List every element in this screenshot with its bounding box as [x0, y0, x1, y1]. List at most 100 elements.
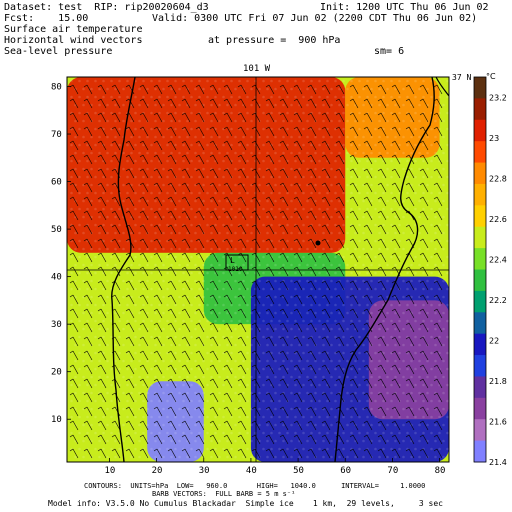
barb-staff: [100, 112, 107, 123]
barb-flag: [405, 364, 410, 368]
barb-staff: [338, 140, 345, 151]
barb-flag: [139, 126, 144, 130]
field-texture-dot: [414, 303, 417, 307]
wind-barb: [391, 238, 401, 249]
wind-barb: [195, 350, 205, 361]
barb-flag: [223, 322, 228, 326]
barb-flag: [209, 126, 214, 130]
barb-staff: [72, 168, 79, 179]
wind-barb: [111, 112, 121, 123]
barb-staff: [338, 98, 345, 109]
wind-barb: [195, 378, 205, 389]
field-texture-dot: [410, 231, 413, 235]
field-texture-dot: [258, 279, 261, 283]
barb-flag: [83, 98, 88, 102]
field-texture-dot: [270, 239, 273, 243]
field-texture-dot: [94, 191, 97, 195]
wind-barb: [391, 308, 401, 319]
field-texture-dot: [286, 143, 289, 147]
field-texture-dot: [114, 439, 117, 443]
barb-staff: [338, 210, 345, 221]
field-texture-dot: [134, 399, 137, 403]
field-texture-dot: [390, 95, 393, 99]
field-texture-dot: [402, 135, 405, 139]
barb-staff: [324, 196, 331, 207]
field-texture-dot: [90, 407, 93, 411]
barb-staff: [338, 308, 345, 319]
barb-staff: [268, 182, 275, 193]
wind-barb: [293, 126, 303, 137]
field-texture-dot: [106, 295, 109, 299]
wind-barb: [223, 196, 233, 207]
barb-flag: [153, 112, 158, 116]
field-texture-dot: [190, 95, 193, 99]
barb-staff: [184, 434, 191, 445]
field-texture-dot: [186, 279, 189, 283]
wind-barb: [237, 392, 247, 403]
barb-flag: [419, 350, 424, 354]
field-texture-dot: [214, 319, 217, 323]
field-texture-dot: [222, 271, 225, 275]
barb-staff: [128, 210, 135, 221]
barb-flag: [321, 224, 326, 228]
barb-flag: [419, 238, 424, 242]
barb-staff: [436, 350, 443, 361]
wind-barb: [69, 252, 79, 263]
field-texture-dot: [118, 207, 121, 211]
field-texture-dot: [258, 407, 261, 411]
field-texture-dot: [78, 351, 81, 355]
field-texture-dot: [310, 303, 313, 307]
field-texture-dot: [74, 455, 77, 459]
field-texture-dot: [194, 439, 197, 443]
wind-barb: [433, 182, 443, 193]
barb-flag: [153, 448, 158, 452]
field-texture-dot: [138, 87, 141, 91]
field-texture-dot: [294, 271, 297, 275]
barb-staff: [366, 210, 373, 221]
field-texture-dot: [222, 95, 225, 99]
barb-flag: [153, 364, 158, 368]
wind-barb: [405, 308, 415, 319]
field-texture-dot: [438, 335, 441, 339]
field-texture-dot: [158, 415, 161, 419]
barb-flag: [237, 378, 242, 382]
barb-staff: [310, 126, 317, 137]
wind-barb: [279, 350, 289, 361]
barb-staff: [310, 350, 317, 361]
pressure-level-label: at pressure = 900 hPa: [208, 35, 341, 46]
barb-flag: [377, 420, 382, 424]
field-texture-dot: [162, 151, 165, 155]
field-texture-dot: [118, 127, 121, 131]
field-texture-dot: [198, 207, 201, 211]
field-texture-dot: [426, 407, 429, 411]
barb-staff: [114, 294, 121, 305]
field-texture-dot: [290, 455, 293, 459]
field-texture-dot: [362, 87, 365, 91]
wind-barb: [125, 126, 135, 137]
field-texture-dot: [342, 95, 345, 99]
barb-staff: [198, 280, 205, 291]
field-texture-dot: [270, 111, 273, 115]
barb-flag: [433, 280, 438, 284]
barb-staff: [282, 168, 289, 179]
barb-flag: [405, 378, 410, 382]
barb-staff: [114, 126, 121, 137]
field-texture-dot: [298, 279, 301, 283]
field-texture-dot: [150, 367, 153, 371]
barb-staff: [240, 112, 247, 123]
barb-flag: [377, 252, 382, 256]
field-texture-dot: [438, 111, 441, 115]
barb-flag: [349, 308, 354, 312]
barb-flag: [111, 154, 116, 158]
wind-barb: [69, 378, 79, 389]
barb-flag: [405, 448, 410, 452]
barb-flag: [209, 168, 214, 172]
field-texture-dot: [302, 223, 305, 227]
wind-barb: [391, 126, 401, 137]
wind-barb: [139, 364, 149, 375]
barb-flag: [433, 210, 438, 214]
wind-barb: [405, 448, 415, 459]
field-texture-dot: [106, 423, 109, 427]
barb-flag: [433, 420, 438, 424]
field-texture-dot: [142, 223, 145, 227]
